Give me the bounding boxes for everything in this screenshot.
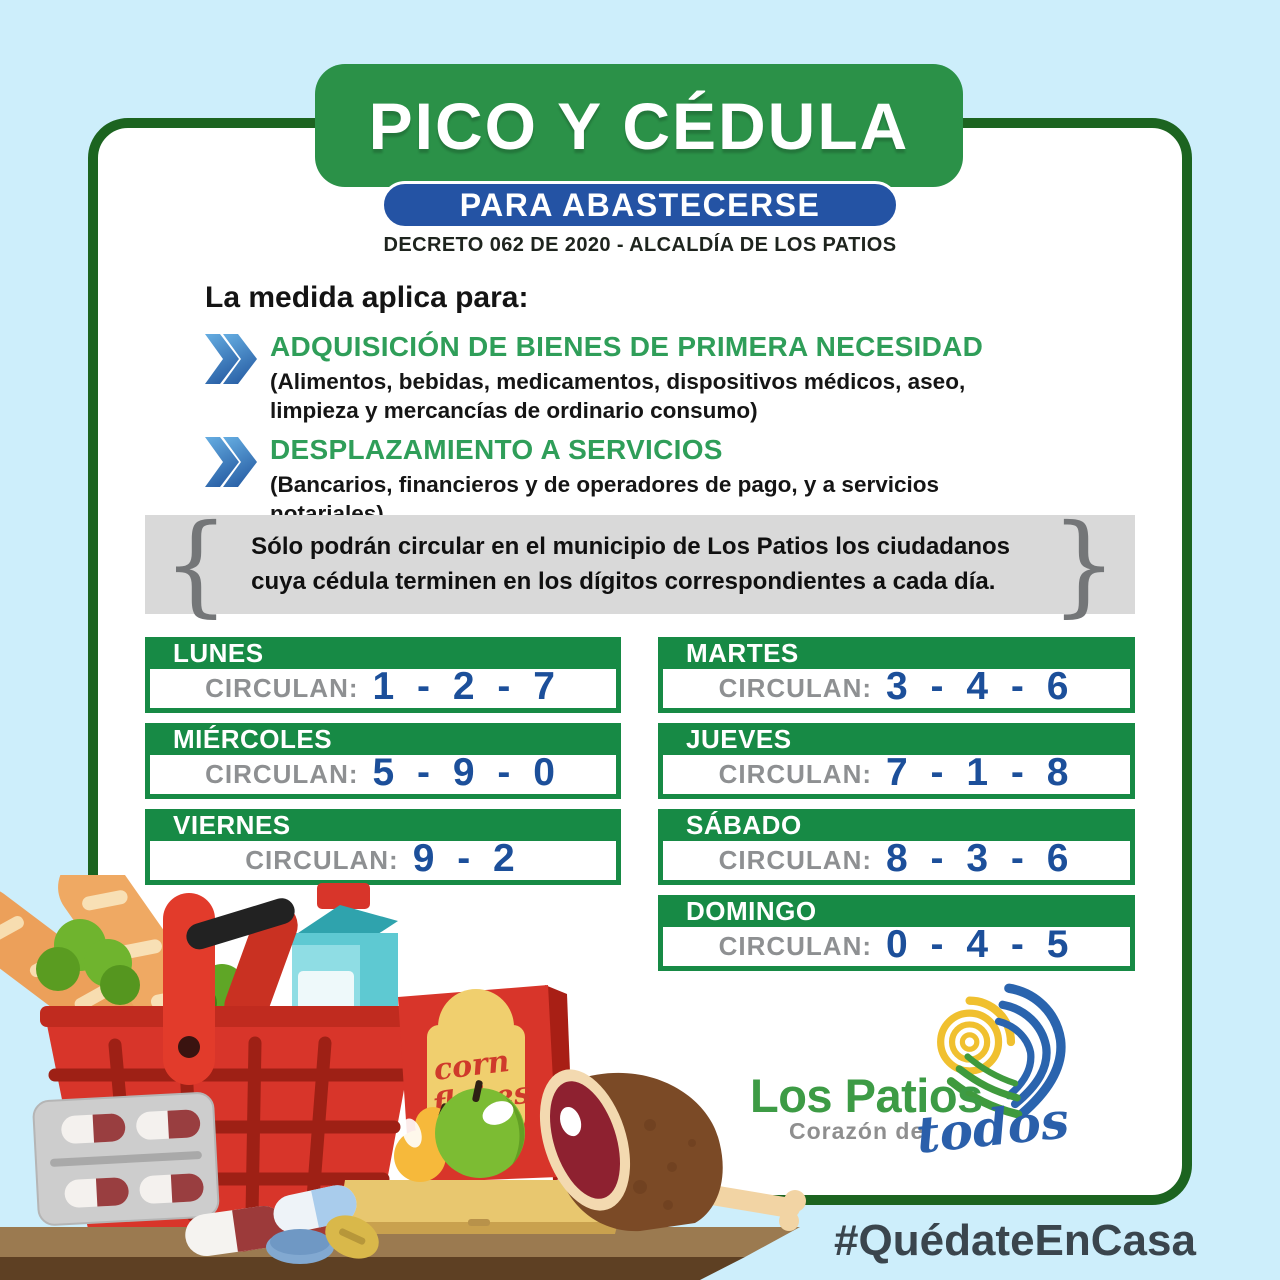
circulate-label: CIRCULAN: [718, 673, 873, 703]
notice-box: { Sólo podrán circular en el municipio d… [145, 500, 1135, 629]
day-name: VIERNES [145, 809, 621, 841]
day-card-sabado: SÁBADO CIRCULAN: 8 - 3 - 6 [658, 809, 1135, 885]
pills-icon [32, 1092, 379, 1264]
day-digits: 8 - 3 - 6 [886, 837, 1075, 880]
day-digits: 5 - 9 - 0 [372, 751, 561, 794]
day-name: MIÉRCOLES [145, 723, 621, 755]
bullet-item-necesidad: ADQUISICIÓN DE BIENES DE PRIMERA NECESID… [203, 331, 990, 426]
decree-text: DECRETO 062 DE 2020 - ALCALDÍA DE LOS PA… [383, 234, 897, 256]
schedule-column-right: MARTES CIRCULAN: 3 - 4 - 6 JUEVES CIRCUL… [658, 637, 1135, 981]
cutting-board-icon [335, 1180, 625, 1234]
circulate-label: CIRCULAN: [205, 673, 359, 703]
hashtag: #QuédateEnCasa [834, 1216, 1196, 1265]
logo-city-name: Los Patios [750, 1069, 983, 1122]
schedule-column-left: LUNES CIRCULAN: 1 - 2 - 7 MIÉRCOLES CIRC… [145, 637, 621, 981]
bullet-detail: (Bancarios, financieros y de operadores … [270, 472, 940, 526]
double-chevron-icon [205, 334, 257, 384]
day-name: DOMINGO [658, 895, 1135, 927]
day-digits: 1 - 2 - 7 [372, 665, 561, 708]
page-title: PICO Y CÉDULA [368, 88, 910, 163]
day-card-jueves: JUEVES CIRCULAN: 7 - 1 - 8 [658, 723, 1135, 799]
day-digits: 3 - 4 - 6 [886, 665, 1075, 708]
groceries-illustration: corn flakes [0, 875, 806, 1280]
table-illustration [0, 1227, 800, 1280]
schedule: LUNES CIRCULAN: 1 - 2 - 7 MIÉRCOLES CIRC… [145, 637, 1135, 981]
day-card-lunes: LUNES CIRCULAN: 1 - 2 - 7 [145, 637, 621, 713]
day-name: MARTES [658, 637, 1135, 669]
day-name: JUEVES [658, 723, 1135, 755]
day-digits: 9 - 2 [412, 837, 521, 880]
logo-tagline-prefix: Corazón de [789, 1118, 925, 1144]
subtitle-banner: PARA ABASTECERSE [381, 181, 899, 229]
subtitle-text: PARA ABASTECERSE [459, 186, 821, 223]
bullet-title: ADQUISICIÓN DE BIENES DE PRIMERA NECESID… [270, 331, 984, 362]
day-name: LUNES [145, 637, 621, 669]
right-brace-icon: } [1050, 500, 1117, 629]
circulate-label: CIRCULAN: [718, 845, 873, 875]
day-card-viernes: VIERNES CIRCULAN: 9 - 2 [145, 809, 621, 885]
circulate-label: CIRCULAN: [245, 845, 399, 875]
ham-icon [539, 1069, 806, 1232]
intro-heading: La medida aplica para: [205, 281, 529, 314]
title-banner: PICO Y CÉDULA [315, 64, 963, 187]
circulate-label: CIRCULAN: [718, 759, 873, 789]
double-chevron-icon [205, 437, 257, 487]
day-card-martes: MARTES CIRCULAN: 3 - 4 - 6 [658, 637, 1135, 713]
apple-icon [435, 1080, 525, 1178]
circulate-label: CIRCULAN: [205, 759, 359, 789]
circulate-label: CIRCULAN: [718, 931, 873, 961]
bullet-detail: (Alimentos, bebidas, medicamentos, dispo… [270, 369, 966, 423]
left-brace-icon: { [163, 500, 230, 629]
bullet-item-servicios: DESPLAZAMIENTO A SERVICIOS (Bancarios, f… [203, 434, 990, 529]
bullet-title: DESPLAZAMIENTO A SERVICIOS [270, 434, 723, 465]
day-card-miercoles: MIÉRCOLES CIRCULAN: 5 - 9 - 0 [145, 723, 621, 799]
day-digits: 7 - 1 - 8 [886, 751, 1075, 794]
heart-logo-icon [937, 983, 1066, 1120]
day-card-domingo: DOMINGO CIRCULAN: 0 - 4 - 5 [658, 895, 1135, 971]
day-digits: 0 - 4 - 5 [886, 923, 1075, 966]
notice-text: Sólo podrán circular en el municipio de … [251, 533, 1010, 595]
day-name: SÁBADO [658, 809, 1135, 841]
